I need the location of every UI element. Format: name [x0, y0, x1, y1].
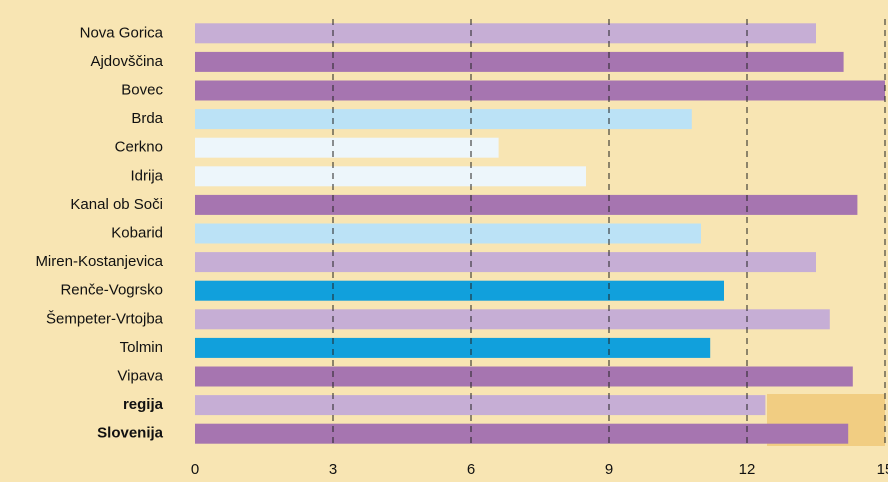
- x-tick-label: 15: [877, 461, 888, 478]
- y-tick-label: Nova Gorica: [80, 24, 164, 41]
- y-tick-label: Renče-Vogrsko: [60, 282, 163, 299]
- bar: [195, 395, 766, 416]
- y-tick-label: Slovenija: [97, 425, 164, 442]
- y-tick-label: Miren-Kostanjevica: [35, 253, 163, 270]
- bar: [195, 280, 724, 301]
- layer: 0 3 6 9 12 15 Nova Gorica Ajdovščina Bovec Brda Ce…: [35, 19, 888, 478]
- bar: [195, 366, 853, 387]
- y-tick-label: regija: [123, 396, 164, 413]
- bar: [195, 23, 816, 44]
- y-tick-label: Šempeter-Vrtojba: [46, 310, 164, 327]
- x-tick-label: 6: [467, 461, 475, 478]
- y-tick-label: Bovec: [121, 81, 163, 98]
- bar: [195, 137, 499, 158]
- bar: [195, 80, 885, 101]
- y-tick-label: Brda: [131, 110, 163, 127]
- bar: [195, 194, 858, 215]
- x-tick-label: 0: [191, 461, 199, 478]
- y-tick-label: Kobarid: [111, 224, 163, 241]
- bar: [195, 166, 586, 187]
- x-tick-label: 3: [329, 461, 337, 478]
- x-tick-label: 12: [739, 461, 756, 478]
- x-tick-label: 9: [605, 461, 613, 478]
- bar: [195, 252, 816, 273]
- y-tick-label: Tolmin: [120, 339, 163, 356]
- bar: [195, 109, 692, 130]
- y-tick-label: Idrija: [130, 167, 163, 184]
- y-tick-label: Cerkno: [115, 139, 163, 156]
- y-tick-label: Ajdovščina: [90, 53, 163, 70]
- bar: [195, 51, 844, 72]
- bar: [195, 337, 711, 358]
- layer: [195, 23, 885, 444]
- bar: [195, 423, 849, 444]
- bar: [195, 223, 701, 244]
- bar: [195, 309, 830, 330]
- y-tick-label: Kanal ob Soči: [70, 196, 163, 213]
- y-tick-label: Vipava: [117, 367, 163, 384]
